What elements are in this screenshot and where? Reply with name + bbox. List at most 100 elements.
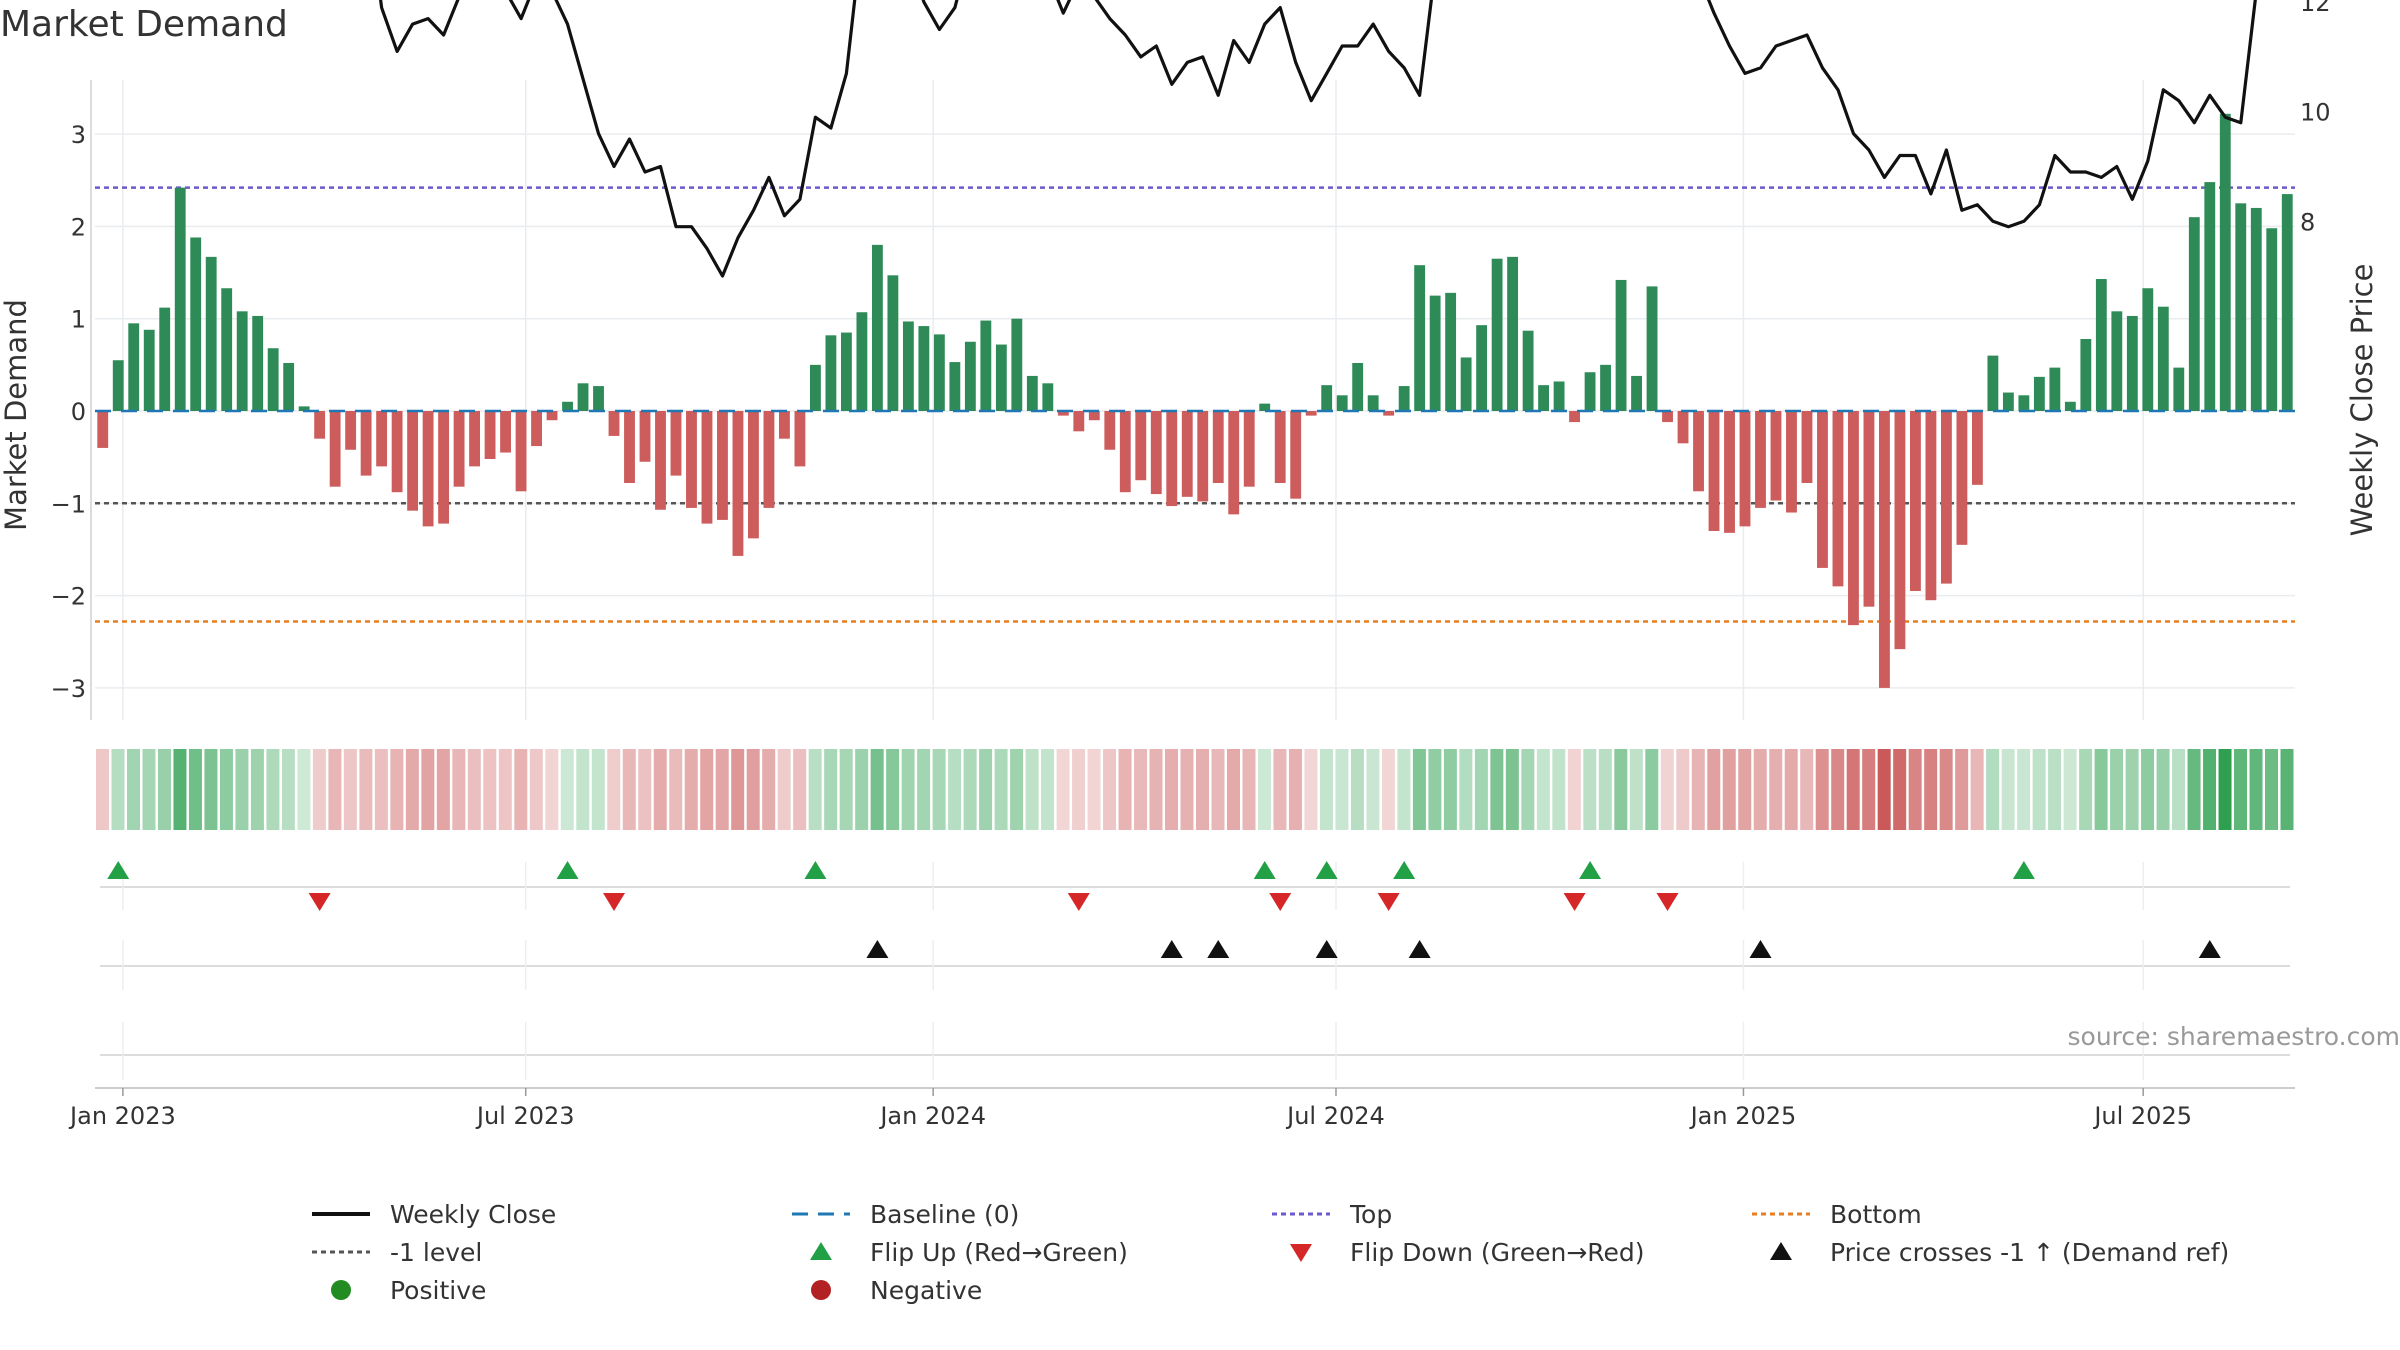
- demand-bar-12: [283, 363, 295, 411]
- flip-up-marker-0: [107, 861, 130, 879]
- demand-bar-117: [1910, 411, 1921, 591]
- demand-bar-4: [159, 307, 171, 411]
- demand-bar-65: [1104, 411, 1116, 450]
- strength-cell-108: [1769, 749, 1783, 830]
- y-axis-title-right: Weekly Close Price: [2345, 264, 2379, 537]
- strength-cell-104: [1707, 749, 1721, 830]
- demand-bar-112: [1832, 411, 1844, 587]
- strength-cell-51: [886, 749, 900, 830]
- y-tick-left-1: 1: [71, 306, 86, 334]
- demand-bar-2: [128, 323, 140, 411]
- strength-cell-90: [1490, 749, 1504, 830]
- legend-positive: Positive: [310, 1272, 486, 1308]
- demand-bar-63: [1073, 411, 1085, 432]
- demand-bar-50: [871, 244, 883, 411]
- strength-cell-80: [1335, 749, 1349, 830]
- strength-cell-79: [1319, 749, 1333, 830]
- demand-bar-73: [1228, 411, 1240, 515]
- strength-cell-65: [1103, 749, 1117, 830]
- demand-bar-46: [810, 364, 821, 411]
- strength-cell-113: [1846, 749, 1860, 830]
- flip-up-marker-5: [1393, 861, 1416, 879]
- strength-cell-92: [1521, 749, 1535, 830]
- demand-bar-84: [1398, 386, 1410, 411]
- strength-cell-124: [2017, 749, 2031, 830]
- strength-cell-94: [1552, 749, 1566, 830]
- demand-bar-40: [717, 411, 728, 520]
- demand-bar-94: [1553, 381, 1565, 411]
- signal-markers: [100, 861, 2290, 1080]
- legend-dot-green-icon: [331, 1280, 351, 1300]
- legend-price-cross: Price crosses -1 ↑ (Demand ref): [1750, 1234, 2229, 1270]
- demand-bar-39: [701, 411, 713, 524]
- demand-bar-105: [1724, 411, 1735, 533]
- demand-bar-141: [2281, 194, 2293, 411]
- demand-bar-126: [2049, 367, 2061, 411]
- strength-cell-40: [715, 749, 729, 830]
- demand-bar-100: [1646, 286, 1658, 411]
- strength-cell-123: [2001, 749, 2015, 830]
- demand-bar-60: [1026, 375, 1038, 411]
- y-tick-left-2: 2: [71, 213, 86, 241]
- flip-down-marker-2: [1067, 893, 1090, 911]
- strength-cell-137: [2218, 749, 2232, 830]
- demand-bar-118: [1925, 411, 1937, 601]
- strength-cell-35: [638, 749, 652, 830]
- strength-cell-101: [1660, 749, 1674, 830]
- strength-cell-20: [405, 749, 419, 830]
- demand-bar-11: [267, 348, 279, 411]
- demand-bar-75: [1259, 403, 1271, 411]
- demand-bar-7: [205, 256, 217, 411]
- demand-bar-87: [1445, 292, 1457, 411]
- demand-bar-134: [2173, 367, 2185, 411]
- demand-bar-122: [1987, 355, 1999, 411]
- demand-bar-20: [407, 411, 419, 511]
- demand-bar-13: [298, 406, 310, 411]
- y-tick-right-12: 12: [2300, 0, 2331, 17]
- legend-top: Top: [1270, 1196, 1392, 1232]
- strength-cell-43: [762, 749, 776, 830]
- demand-bar-24: [469, 411, 480, 467]
- demand-bar-48: [840, 332, 852, 411]
- strength-cell-11: [266, 749, 280, 830]
- strength-cell-102: [1676, 749, 1690, 830]
- demand-bar-53: [918, 326, 930, 411]
- demand-bar-69: [1166, 411, 1178, 507]
- y-tick-left-0: 0: [71, 398, 86, 426]
- demand-bar-131: [2126, 315, 2138, 411]
- y-tick-right-10: 10: [2300, 99, 2331, 127]
- strength-cell-7: [204, 749, 218, 830]
- flip-up-marker-1: [556, 861, 579, 879]
- strength-cell-105: [1722, 749, 1736, 830]
- demand-bar-67: [1135, 411, 1147, 481]
- price-cross-marker-2: [1207, 940, 1230, 958]
- strength-cell-72: [1211, 749, 1225, 830]
- demand-bar-21: [422, 411, 434, 527]
- strength-cell-9: [235, 749, 249, 830]
- strength-cell-41: [731, 749, 745, 830]
- demand-bar-83: [1383, 411, 1395, 416]
- strength-cell-48: [839, 749, 853, 830]
- demand-bar-115: [1879, 411, 1890, 688]
- strength-cell-128: [2079, 749, 2093, 830]
- strength-cell-21: [421, 749, 435, 830]
- weekly-close-line: [379, 0, 2257, 278]
- demand-bar-9: [236, 311, 248, 411]
- strength-cell-15: [328, 749, 342, 830]
- demand-strength-strip: [96, 749, 2294, 830]
- strength-cell-0: [96, 749, 109, 830]
- strength-cell-133: [2156, 749, 2170, 830]
- demand-bar-36: [655, 411, 666, 510]
- demand-bar-1: [112, 360, 124, 411]
- flip-down-marker-5: [1563, 893, 1586, 911]
- strength-cell-18: [374, 749, 388, 830]
- demand-bar-15: [329, 411, 341, 487]
- strength-cell-76: [1273, 749, 1287, 830]
- strength-cell-81: [1350, 749, 1364, 830]
- legend-line-solid-icon: [312, 1212, 370, 1216]
- legend-negative: Negative: [790, 1272, 982, 1308]
- strength-cell-111: [1815, 749, 1829, 830]
- strength-cell-88: [1459, 749, 1473, 830]
- demand-bar-56: [964, 341, 976, 411]
- strength-cell-117: [1908, 749, 1922, 830]
